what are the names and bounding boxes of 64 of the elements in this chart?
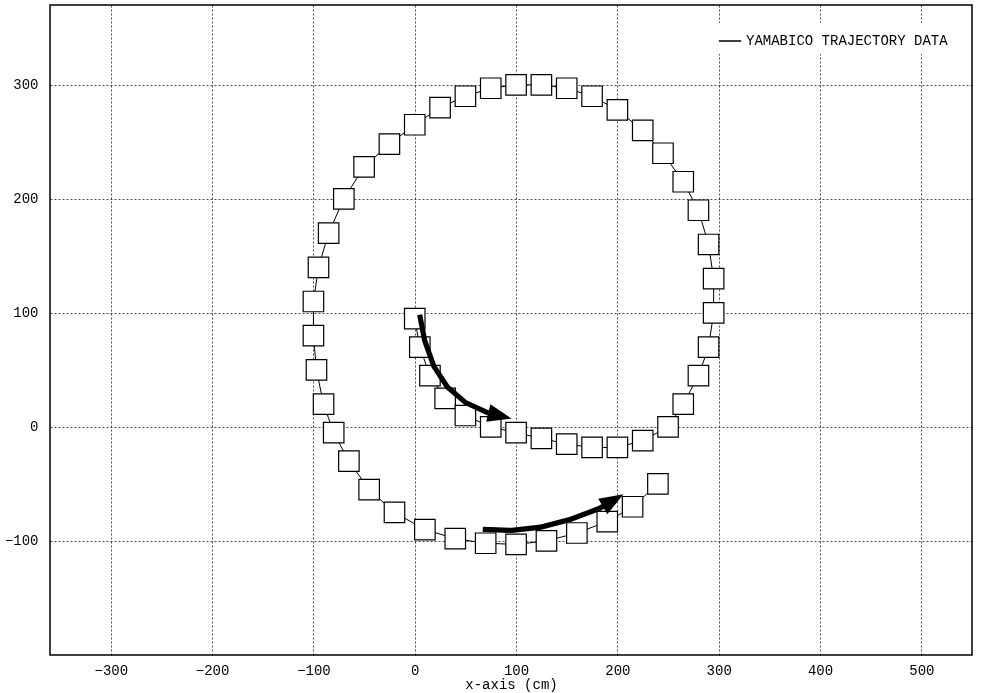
point: [535, 530, 558, 552]
point: [530, 427, 553, 450]
point: [652, 142, 674, 165]
point: [429, 96, 451, 119]
point: [474, 532, 497, 555]
point: [302, 290, 325, 313]
y-tick-label: 0: [30, 419, 39, 436]
point: [444, 527, 467, 550]
y-tick-label: −100: [4, 533, 39, 550]
point: [621, 495, 644, 518]
y-tick-label: 300: [13, 77, 39, 94]
x-tick-label: 200: [605, 662, 631, 679]
point: [647, 473, 669, 495]
point: [307, 256, 330, 279]
point: [479, 77, 502, 100]
point: [338, 450, 360, 472]
point: [566, 522, 588, 544]
x-tick-label: 400: [807, 662, 834, 679]
point: [657, 416, 679, 438]
point: [702, 267, 725, 290]
point: [312, 393, 335, 415]
point: [322, 421, 345, 444]
x-tick-label: 500: [909, 662, 935, 679]
point: [302, 324, 325, 347]
point: [414, 518, 436, 541]
point: [383, 501, 406, 524]
point: [555, 433, 578, 455]
point: [596, 510, 619, 533]
point: [581, 436, 603, 459]
x-tick-label: 0: [411, 662, 420, 679]
point: [505, 421, 527, 444]
x-tick-label: −100: [297, 662, 331, 679]
point: [687, 199, 710, 222]
point: [631, 119, 654, 142]
x-tick-label: 100: [503, 662, 530, 679]
point: [687, 364, 710, 387]
x-tick-label: 300: [706, 662, 732, 679]
x-axis-title: x-axis (cm): [465, 676, 558, 693]
point: [631, 429, 654, 452]
legend-label: YAMABICO TRAJECTORY DATA: [746, 33, 949, 49]
point: [317, 222, 340, 244]
point: [332, 188, 355, 210]
point: [305, 359, 328, 381]
y-tick-label: 100: [13, 305, 39, 322]
point: [581, 85, 603, 108]
point: [358, 478, 380, 501]
point: [505, 73, 527, 96]
point: [353, 156, 375, 178]
point: [505, 533, 527, 556]
point: [606, 99, 629, 121]
x-tick-label: −300: [94, 662, 129, 679]
point: [606, 436, 629, 459]
x-tick-label: −200: [195, 662, 230, 679]
y-tick-label: 200: [13, 191, 39, 208]
point: [702, 302, 725, 324]
point: [697, 233, 720, 256]
point: [672, 393, 695, 415]
point: [530, 73, 553, 96]
point: [555, 77, 578, 100]
point: [403, 113, 426, 136]
point: [672, 170, 695, 193]
point: [378, 133, 401, 155]
point: [697, 336, 720, 358]
point: [454, 85, 477, 108]
